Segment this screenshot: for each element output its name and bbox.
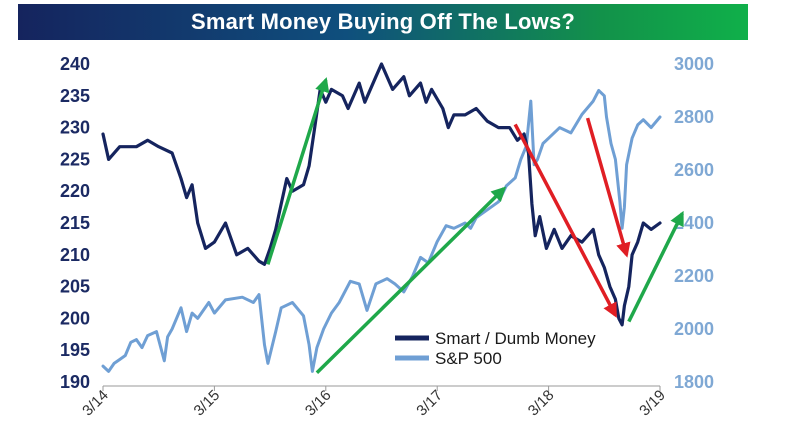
green-arrow: [315, 186, 507, 374]
legend-label: S&P 500: [435, 349, 502, 368]
y-left-tick-label: 205: [60, 277, 90, 297]
green-arrow: [266, 77, 330, 265]
series-line-smart-dumb-money: [101, 62, 662, 327]
x-tick-label: 3/17: [413, 387, 446, 420]
red-arrow: [513, 123, 617, 318]
y-right-tick-label: 3000: [674, 54, 714, 74]
series-layer: [101, 62, 662, 373]
y-left-tick-label: 230: [60, 118, 90, 138]
chart-title: Smart Money Buying Off The Lows?: [190, 9, 576, 34]
y-left-tick-label: 195: [60, 340, 90, 360]
x-tick-label: 3/19: [636, 387, 669, 420]
x-tick-label: 3/18: [525, 387, 558, 420]
y-left-tick-label: 240: [60, 54, 90, 74]
axes: 240 235 230 225 220 215 210 205 200 195 190 3000 280…: [60, 54, 714, 419]
annotation-arrows: [266, 77, 684, 374]
y-right-tick-label: 2400: [674, 213, 714, 233]
y-left-tick-label: 220: [60, 181, 90, 201]
y-left-tick-label: 200: [60, 308, 90, 328]
series-line-sp500: [101, 89, 662, 373]
y-right-tick-label: 2600: [674, 160, 714, 180]
red-arrow: [585, 117, 631, 258]
y-left-tick-label: 215: [60, 213, 90, 233]
x-tick-label: 3/16: [302, 387, 335, 420]
y-right-tick-label: 1800: [674, 372, 714, 392]
y-right-tick-label: 2200: [674, 266, 714, 286]
y-left-tick-label: 190: [60, 372, 90, 392]
title-banner: Smart Money Buying Off The Lows?: [18, 4, 748, 40]
legend-label: Smart / Dumb Money: [435, 329, 596, 348]
y-right-tick-label: 2800: [674, 107, 714, 127]
y-left-tick-label: 210: [60, 245, 90, 265]
y-left-tick-label: 225: [60, 149, 90, 169]
green-arrow: [627, 210, 684, 323]
x-tick-label: 3/15: [191, 387, 224, 420]
y-left-tick-label: 235: [60, 86, 90, 106]
y-right-tick-label: 2000: [674, 319, 714, 339]
